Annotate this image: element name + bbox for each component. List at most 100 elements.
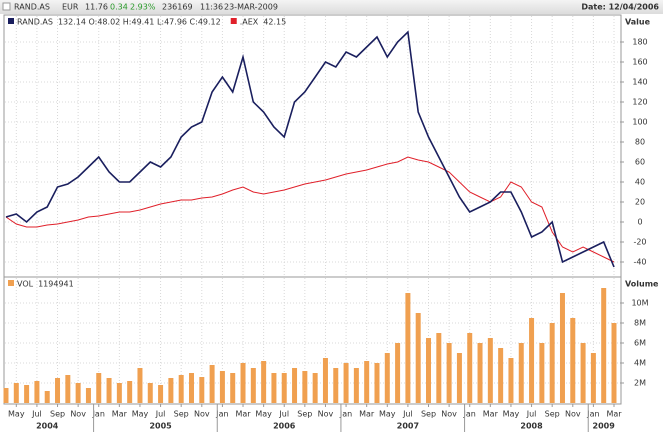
x-tick-label: May — [8, 410, 25, 419]
volume-bar — [611, 323, 617, 403]
year-label: 2006 — [273, 422, 296, 431]
volume-bar — [13, 383, 19, 403]
y-tick-label: 100 — [632, 118, 647, 127]
y-tick-label: 8M — [634, 319, 646, 328]
line-series — [5, 30, 615, 268]
legend-info: 132.14 O:48.02 H:49.41 L:47.96 C:49.12 — [58, 18, 221, 27]
header-change: 0.34 — [110, 3, 128, 12]
y-tick-label: -40 — [633, 258, 646, 267]
volume-bar — [261, 361, 267, 403]
line-series — [5, 156, 615, 263]
y-tick-label: 180 — [632, 38, 647, 47]
volume-bar — [199, 377, 205, 403]
legend-info: 42.15 — [263, 18, 286, 27]
x-tick-label: Jul — [278, 410, 289, 419]
header-icon — [2, 2, 11, 11]
x-tick-label: Jan — [215, 410, 228, 419]
x-tick-label: Jul — [31, 410, 42, 419]
x-tick-label: Jul — [155, 410, 166, 419]
volume-bar — [281, 373, 287, 403]
legend-swatch — [8, 280, 14, 286]
header-currency: EUR — [62, 3, 79, 12]
header-bar — [0, 0, 663, 14]
volume-bar — [477, 343, 483, 403]
legend-name: .AEX — [240, 18, 259, 27]
volume-bar — [456, 353, 462, 403]
year-label: 2005 — [149, 422, 172, 431]
header-change-pct: 2.93% — [130, 3, 156, 12]
volume-bar — [127, 381, 133, 403]
x-tick-label: Sep — [297, 410, 312, 419]
header-date: 23-MAR-2009 — [224, 3, 278, 12]
volume-bar — [508, 358, 514, 403]
x-tick-label: May — [132, 410, 149, 419]
x-tick-label: Mar — [483, 410, 499, 419]
volume-bar — [322, 358, 328, 403]
legend-swatch — [8, 18, 14, 24]
x-tick-label: Mar — [606, 410, 622, 419]
y-tick-label: 60 — [635, 158, 645, 167]
volume-bar — [374, 363, 380, 403]
y-tick-label: 120 — [632, 98, 647, 107]
volume-bar — [302, 371, 308, 403]
x-tick-label: May — [503, 410, 520, 419]
volume-bar — [415, 313, 421, 403]
header-volume: 236169 — [162, 3, 193, 12]
y-tick-label: 6M — [634, 339, 646, 348]
y-tick-label: 80 — [635, 138, 645, 147]
legend-name: RAND.AS — [17, 18, 53, 27]
volume-bar — [137, 368, 143, 403]
x-tick-label: Jan — [92, 410, 105, 419]
volume-bar — [230, 373, 236, 403]
x-tick-label: Mar — [235, 410, 251, 419]
volume-bar — [405, 293, 411, 403]
x-tick-label: May — [379, 410, 396, 419]
x-tick-label: Jan — [586, 410, 599, 419]
price-panel — [3, 14, 622, 278]
volume-bar — [188, 373, 194, 403]
volume-bar — [96, 373, 102, 403]
x-tick-label: Sep — [545, 410, 560, 419]
header-date-right: Date: 12/04/2006 — [581, 3, 659, 12]
volume-bar — [168, 378, 174, 403]
volume-bar — [3, 388, 9, 403]
header-price: 11.76 — [85, 3, 108, 12]
volume-bar — [178, 375, 184, 403]
volume-bar — [539, 343, 545, 403]
y-tick-label: 40 — [635, 178, 645, 187]
x-tick-label: Sep — [421, 410, 436, 419]
volume-bar — [75, 383, 81, 403]
year-label: 2009 — [593, 422, 616, 431]
x-tick-label: May — [255, 410, 272, 419]
volume-bar — [271, 373, 277, 403]
volume-bar — [601, 288, 607, 403]
volume-bar — [590, 353, 596, 403]
volume-bar — [559, 293, 565, 403]
volume-bar — [384, 353, 390, 403]
x-tick-label: Jan — [463, 410, 476, 419]
legend-name: VOL — [17, 280, 34, 289]
volume-bar — [487, 338, 493, 403]
x-tick-label: Jul — [526, 410, 537, 419]
volume-bar — [467, 333, 473, 403]
y-tick-label: 4M — [634, 359, 646, 368]
volume-bar — [343, 363, 349, 403]
x-tick-label: Mar — [112, 410, 128, 419]
y-axis-label: Volume — [625, 280, 659, 289]
y-tick-label: 2M — [634, 379, 646, 388]
year-label: 2008 — [520, 422, 543, 431]
y-axis-label: Value — [625, 18, 651, 27]
x-tick-label: Nov — [318, 410, 334, 419]
y-tick-label: 0 — [637, 218, 642, 227]
x-tick-label: Mar — [359, 410, 375, 419]
volume-bar — [219, 371, 225, 403]
legend-info: 1194941 — [38, 280, 74, 289]
volume-bar — [147, 383, 153, 403]
volume-bar — [44, 391, 50, 403]
x-tick-label: Nov — [194, 410, 210, 419]
volume-bar — [549, 323, 555, 403]
volume-bar — [85, 388, 91, 403]
x-tick-label: Sep — [50, 410, 65, 419]
